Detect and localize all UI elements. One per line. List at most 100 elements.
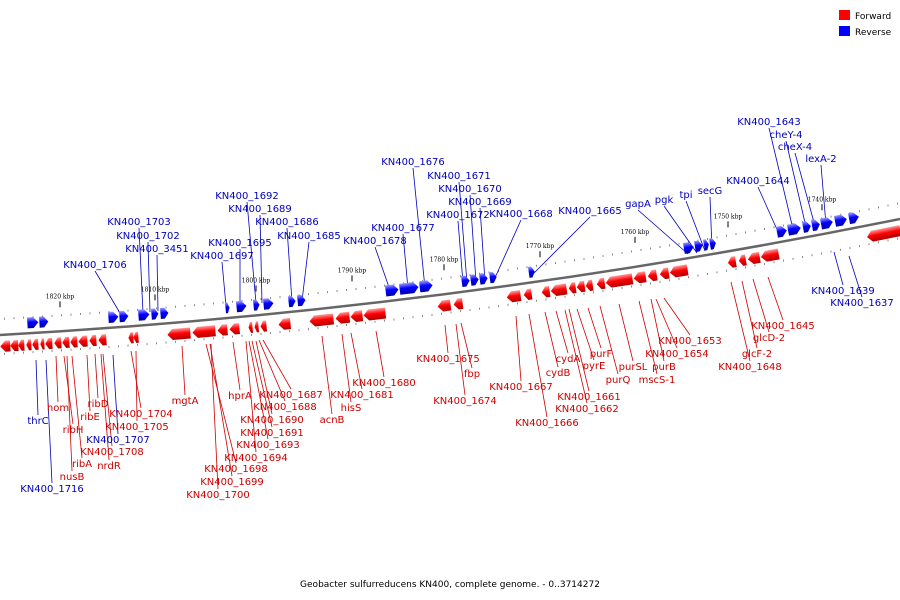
gene-label-kn400-1637: KN400_1637 bbox=[830, 298, 894, 309]
gene-label-chex-4: cheX-4 bbox=[778, 142, 812, 153]
minor-tick bbox=[184, 304, 186, 307]
minor-tick bbox=[650, 282, 651, 285]
gene-label-kn400-1695: KN400_1695 bbox=[208, 238, 272, 249]
minor-tick bbox=[678, 242, 680, 245]
legend-forward-swatch bbox=[839, 10, 850, 20]
legend-reverse-label: Reverse bbox=[855, 28, 892, 38]
forward-gene bbox=[89, 334, 97, 347]
minor-tick bbox=[536, 299, 537, 302]
label-leader-line bbox=[350, 332, 363, 390]
minor-tick bbox=[460, 310, 461, 313]
minor-tick bbox=[707, 237, 708, 240]
minor-tick bbox=[99, 346, 100, 349]
forward-gene bbox=[248, 321, 254, 333]
minor-tick bbox=[536, 264, 537, 267]
minor-tick bbox=[156, 342, 157, 345]
legend-forward-label: Forward bbox=[855, 12, 891, 22]
label-leader-line bbox=[785, 140, 807, 228]
minor-tick bbox=[213, 337, 214, 340]
forward-gene bbox=[576, 280, 586, 293]
minor-tick bbox=[688, 241, 689, 244]
label-leader-line bbox=[530, 216, 591, 277]
minor-tick bbox=[137, 308, 138, 311]
gene-label-kn400-1702: KN400_1702 bbox=[116, 231, 180, 242]
minor-tick bbox=[830, 215, 832, 218]
label-leader-line bbox=[35, 359, 39, 416]
forward-gene bbox=[727, 256, 737, 268]
minor-tick bbox=[859, 245, 860, 248]
minor-tick bbox=[412, 281, 414, 284]
minor-tick bbox=[745, 231, 746, 234]
reverse-gene bbox=[709, 238, 716, 250]
reverse-gene bbox=[683, 242, 694, 254]
label-leader-line bbox=[286, 227, 293, 303]
minor-tick bbox=[355, 287, 357, 290]
label-leader-line bbox=[301, 241, 310, 302]
minor-tick bbox=[127, 309, 129, 312]
minor-tick bbox=[887, 204, 889, 207]
reverse-gene bbox=[461, 275, 470, 287]
label-leader-line bbox=[599, 305, 619, 375]
minor-tick bbox=[336, 290, 338, 293]
reverse-gene bbox=[27, 317, 39, 329]
genes-layer bbox=[0, 212, 900, 352]
label-leader-line bbox=[66, 355, 73, 472]
gene-label-kn400-1668: KN400_1668 bbox=[489, 209, 553, 220]
minor-tick bbox=[488, 271, 490, 274]
tick-label: 1800 kbp bbox=[242, 277, 271, 284]
forward-gene bbox=[78, 335, 88, 347]
gene-label-riba: ribA bbox=[72, 459, 92, 470]
label-leader-line bbox=[515, 315, 522, 382]
minor-tick bbox=[526, 301, 528, 304]
minor-tick bbox=[441, 277, 442, 280]
forward-gene bbox=[659, 267, 670, 280]
minor-tick bbox=[773, 226, 775, 229]
minor-tick bbox=[555, 297, 556, 300]
label-leader-line bbox=[181, 345, 186, 396]
label-leader-line bbox=[730, 281, 751, 362]
gene-label-kn400-1667: KN400_1667 bbox=[489, 382, 553, 393]
minor-tick bbox=[412, 316, 414, 319]
reverse-gene bbox=[694, 240, 703, 253]
forward-gene bbox=[605, 273, 634, 288]
forward-gene bbox=[669, 264, 689, 278]
label-leader-line bbox=[455, 323, 466, 396]
reverse-gene bbox=[236, 300, 247, 313]
minor-tick bbox=[640, 248, 642, 251]
label-leader-line bbox=[833, 251, 844, 286]
minor-tick bbox=[222, 301, 224, 304]
reverse-gene bbox=[108, 311, 119, 324]
minor-tick bbox=[783, 224, 784, 227]
minor-tick bbox=[156, 307, 157, 310]
gene-label-kn400-1674: KN400_1674 bbox=[433, 396, 497, 407]
gene-label-tpi: tpi bbox=[679, 190, 692, 201]
minor-tick bbox=[175, 305, 176, 308]
minor-tick bbox=[431, 278, 433, 281]
gene-label-kn400-1687: KN400_1687 bbox=[259, 390, 323, 401]
minor-tick bbox=[545, 298, 547, 301]
minor-tick bbox=[830, 250, 832, 253]
gene-label-kn400-1672: KN400_1672 bbox=[426, 210, 490, 221]
minor-tick bbox=[507, 303, 509, 306]
label-leader-line bbox=[655, 298, 678, 349]
label-leader-line bbox=[767, 276, 784, 321]
minor-tick bbox=[175, 340, 176, 343]
reverse-gene bbox=[802, 221, 811, 233]
forward-gene bbox=[867, 225, 900, 242]
minor-tick bbox=[336, 325, 338, 328]
reverse-gene bbox=[39, 316, 49, 328]
gene-label-kn400-1669: KN400_1669 bbox=[448, 197, 512, 208]
minor-tick bbox=[849, 247, 851, 250]
forward-gene bbox=[453, 297, 464, 310]
label-leader-line bbox=[576, 308, 595, 361]
forward-gene bbox=[40, 338, 45, 350]
minor-tick bbox=[346, 324, 347, 327]
minor-tick bbox=[146, 343, 148, 346]
forward-gene bbox=[506, 290, 522, 303]
minor-tick bbox=[754, 264, 756, 267]
label-leader-line bbox=[460, 322, 473, 369]
label-leader-line bbox=[412, 167, 426, 289]
reverse-gene bbox=[470, 274, 479, 286]
forward-gene bbox=[98, 334, 107, 346]
gene-label-pursl: purSL bbox=[619, 362, 648, 373]
